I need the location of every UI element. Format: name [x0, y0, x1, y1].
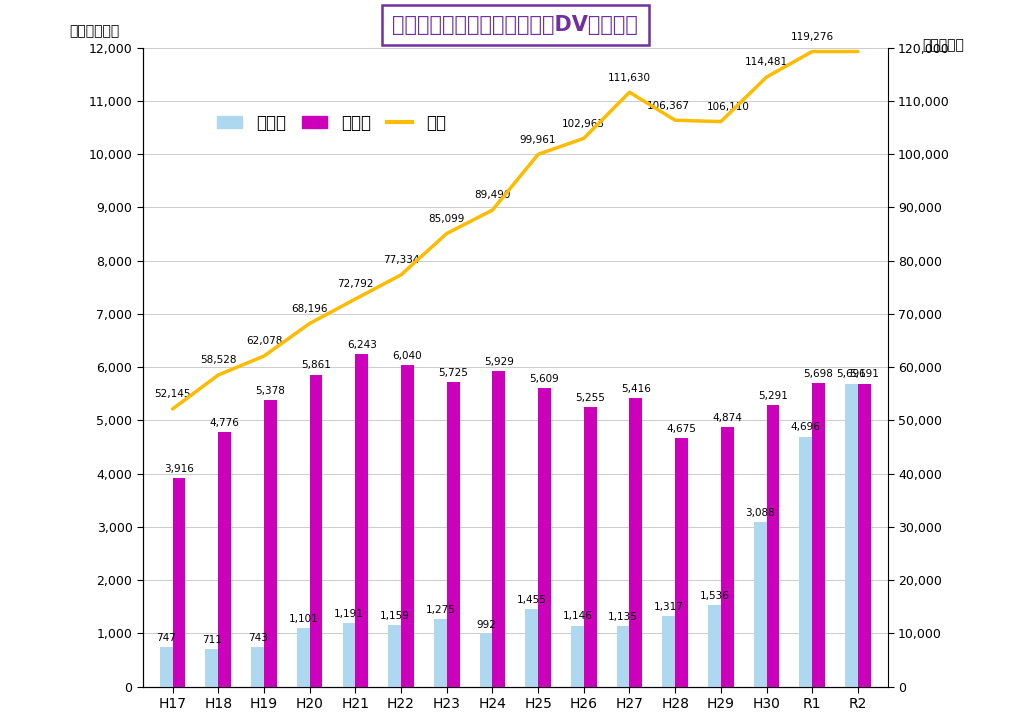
Legend: 川崎市, 神奈川, 全国: 川崎市, 神奈川, 全国: [211, 107, 453, 139]
Text: 1,159: 1,159: [380, 611, 410, 621]
Bar: [297, 628, 309, 687]
Text: 5,291: 5,291: [758, 391, 787, 401]
Text: 1,536: 1,536: [699, 591, 729, 600]
Text: 3,916: 3,916: [164, 464, 194, 474]
Text: 1,191: 1,191: [334, 609, 364, 619]
Bar: [173, 478, 185, 687]
Bar: [434, 619, 446, 687]
Bar: [708, 605, 721, 687]
Bar: [754, 522, 767, 687]
Bar: [663, 616, 675, 687]
Bar: [309, 375, 323, 687]
Text: 6,243: 6,243: [347, 340, 377, 350]
Bar: [493, 371, 505, 687]
Text: 99,961: 99,961: [520, 134, 556, 144]
Bar: [767, 405, 779, 687]
Text: 992: 992: [476, 619, 496, 629]
Text: 119,276: 119,276: [791, 32, 834, 42]
Text: 3,088: 3,088: [745, 508, 775, 518]
Y-axis label: 市・県（件）: 市・県（件）: [70, 24, 120, 38]
Text: 711: 711: [202, 635, 222, 645]
Text: 1,146: 1,146: [562, 611, 592, 621]
Bar: [206, 649, 218, 687]
Text: 52,145: 52,145: [155, 389, 190, 399]
Text: 106,110: 106,110: [707, 102, 750, 112]
Text: 4,874: 4,874: [713, 413, 742, 423]
Bar: [812, 383, 825, 687]
Text: 747: 747: [157, 632, 176, 643]
Bar: [479, 634, 493, 687]
Y-axis label: 全国（件）: 全国（件）: [923, 38, 965, 52]
Bar: [800, 436, 812, 687]
Text: 72,792: 72,792: [337, 280, 374, 289]
Bar: [675, 438, 688, 687]
Text: 5,609: 5,609: [529, 374, 559, 384]
Bar: [160, 647, 173, 687]
Text: 114,481: 114,481: [744, 57, 788, 68]
Bar: [845, 383, 858, 687]
Text: 5,378: 5,378: [255, 386, 286, 396]
Bar: [264, 400, 276, 687]
Text: 743: 743: [248, 633, 267, 643]
Bar: [858, 383, 870, 687]
Bar: [251, 647, 264, 687]
Bar: [630, 399, 642, 687]
Text: 5,929: 5,929: [484, 356, 514, 367]
Text: 5,691: 5,691: [849, 370, 880, 380]
Text: 58,528: 58,528: [200, 355, 237, 365]
Text: 106,367: 106,367: [647, 100, 690, 110]
Text: 62,078: 62,078: [246, 336, 283, 346]
Bar: [388, 625, 401, 687]
Bar: [343, 623, 355, 687]
Text: 77,334: 77,334: [383, 255, 419, 265]
Text: 102,963: 102,963: [562, 118, 605, 129]
Text: 5,416: 5,416: [621, 384, 651, 394]
Bar: [355, 354, 369, 687]
Bar: [721, 427, 733, 687]
Text: 1,101: 1,101: [289, 613, 318, 624]
Text: 5,861: 5,861: [301, 360, 331, 370]
Text: 5,691: 5,691: [837, 370, 866, 380]
Text: 4,675: 4,675: [667, 423, 696, 433]
Text: 5,698: 5,698: [804, 369, 834, 379]
Text: 89,490: 89,490: [474, 190, 511, 200]
Bar: [616, 626, 630, 687]
Text: 1,275: 1,275: [425, 605, 456, 614]
Bar: [538, 388, 551, 687]
Text: 1,135: 1,135: [608, 612, 638, 622]
Bar: [401, 365, 414, 687]
Text: 5,725: 5,725: [438, 367, 468, 378]
Text: 1,317: 1,317: [653, 603, 684, 612]
Text: 5,255: 5,255: [575, 393, 605, 403]
Bar: [218, 432, 231, 687]
Title: 全国、神奈川県及び川崎市のDV相談研修: 全国、神奈川県及び川崎市のDV相談研修: [392, 15, 638, 35]
Text: 1,455: 1,455: [517, 595, 547, 605]
Bar: [525, 609, 538, 687]
Text: 6,040: 6,040: [392, 351, 422, 361]
Text: 4,776: 4,776: [210, 418, 240, 428]
Text: 4,696: 4,696: [791, 423, 821, 433]
Bar: [446, 382, 460, 687]
Text: 85,099: 85,099: [428, 213, 465, 224]
Text: 68,196: 68,196: [292, 303, 328, 314]
Text: 111,630: 111,630: [608, 73, 651, 83]
Bar: [584, 407, 597, 687]
Bar: [571, 626, 584, 687]
